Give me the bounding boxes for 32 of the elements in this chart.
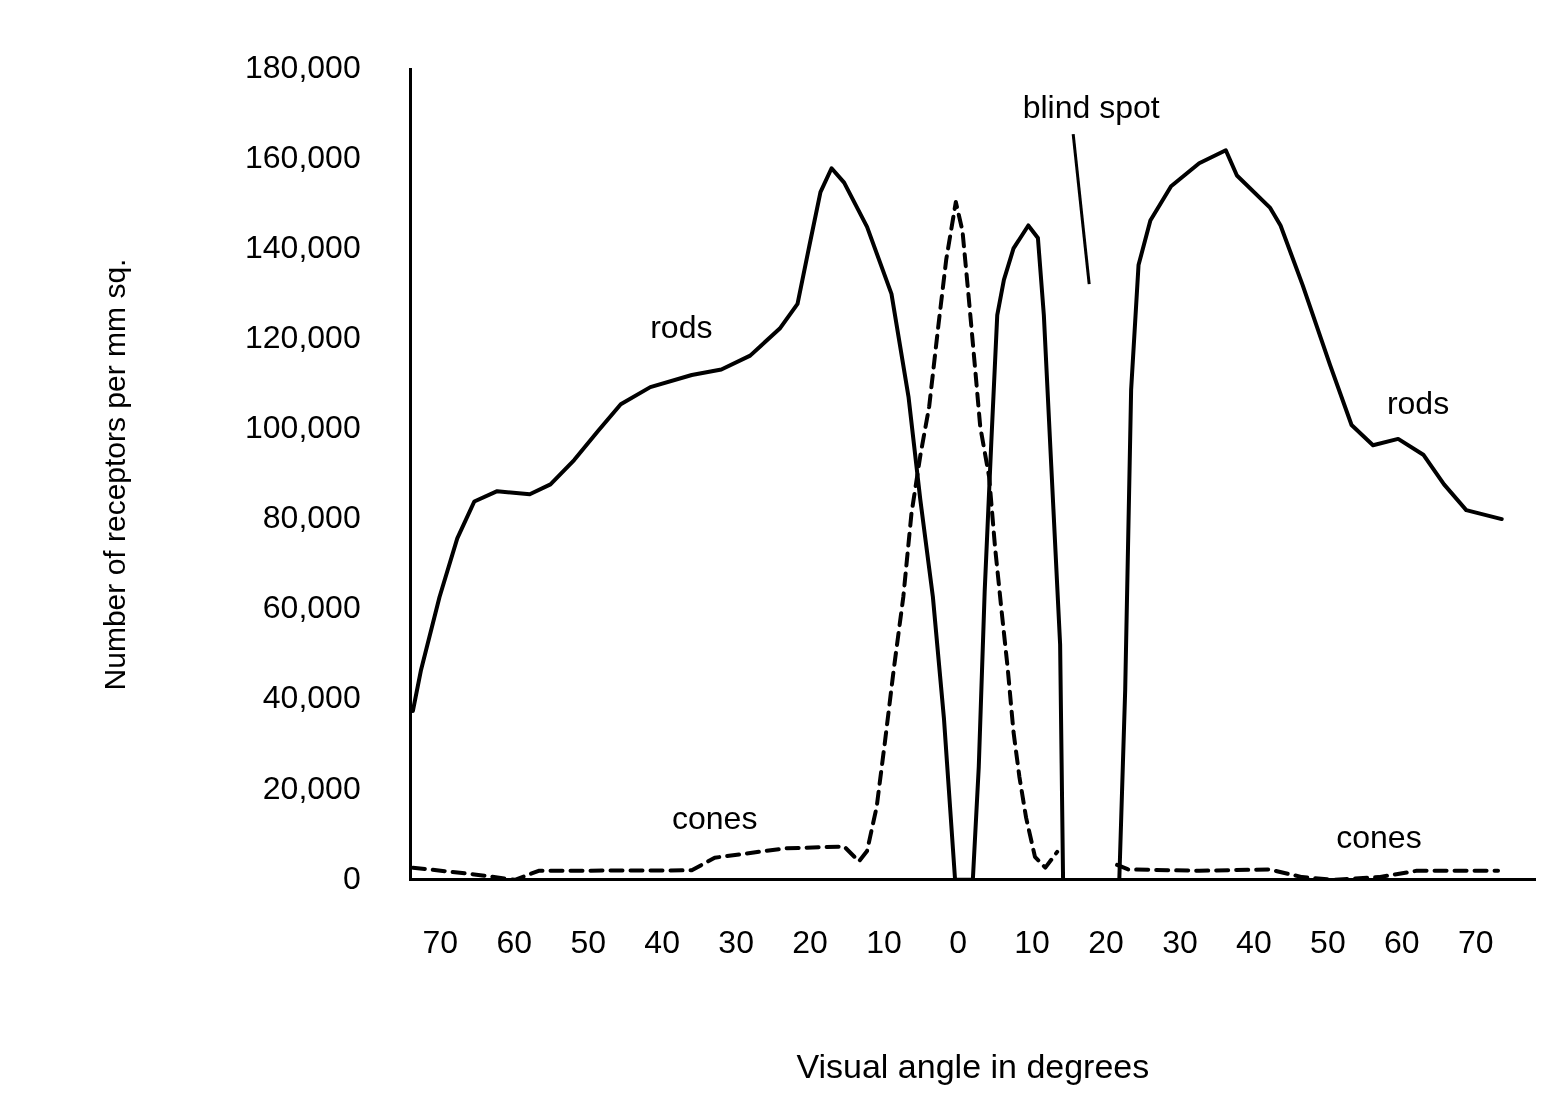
y-axis-title: Number of receptors per mm sq.: [98, 258, 132, 691]
x-tick-label: 60: [496, 923, 533, 960]
x-tick-label: 10: [866, 923, 902, 960]
x-tick-label: 50: [570, 923, 606, 960]
series-label: cones: [1336, 818, 1422, 855]
x-axis-title: Visual angle in degrees: [796, 1046, 1150, 1085]
x-tick-label: 10: [1014, 923, 1050, 960]
y-tick-label: 20,000: [262, 769, 361, 806]
y-tick-label: 140,000: [245, 229, 361, 266]
x-tick-label: 60: [1384, 923, 1420, 960]
y-tick-label: 160,000: [245, 139, 361, 176]
annotation: blind spot: [1022, 89, 1160, 126]
y-tick-label: 0: [342, 859, 361, 896]
text: rods: [650, 309, 713, 346]
x-tick-label: 20: [1088, 923, 1124, 960]
y-tick-label: 40,000: [262, 679, 361, 716]
x-tick-label: 70: [422, 923, 459, 960]
x-tick-label: 0: [949, 923, 967, 960]
x-tick-label: 20: [792, 923, 828, 960]
x-tick-label: 70: [1458, 923, 1494, 960]
text: cones: [671, 799, 758, 836]
y-tick-label: 120,000: [245, 319, 361, 356]
x-tick-label: 30: [718, 923, 754, 960]
y-tick-label: 60,000: [262, 589, 361, 626]
x-tick-label: 40: [644, 923, 680, 960]
y-tick-label: 80,000: [262, 499, 361, 536]
x-tick-label: 30: [1162, 923, 1198, 960]
x-tick-label: 50: [1310, 923, 1346, 960]
series-label: rods: [1386, 385, 1450, 422]
y-tick-label: 100,000: [245, 409, 361, 446]
x-tick-label: 40: [1236, 923, 1272, 960]
y-tick-label: 180,000: [245, 49, 361, 86]
